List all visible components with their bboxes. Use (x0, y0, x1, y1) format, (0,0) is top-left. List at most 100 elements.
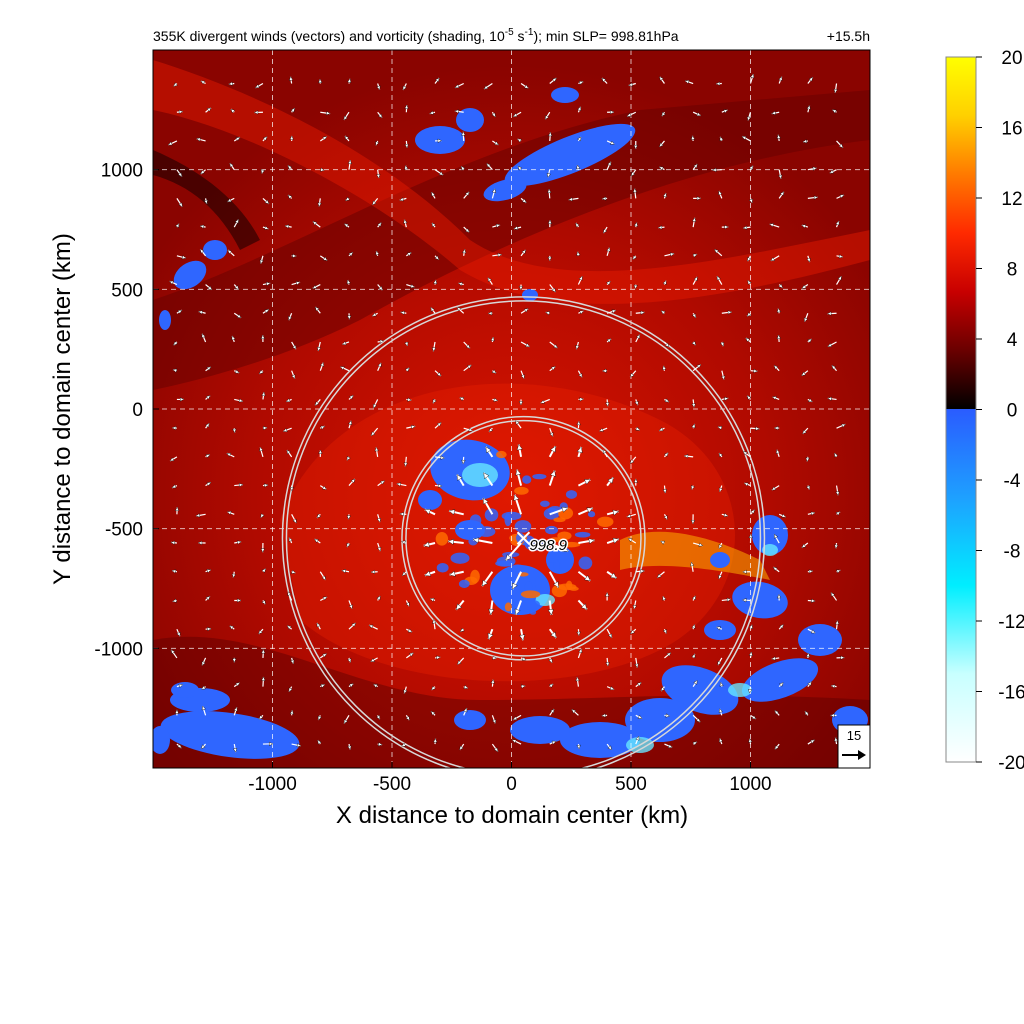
wind-vector-head (368, 624, 374, 629)
wind-vector-head (343, 719, 348, 724)
wind-vector-head (808, 569, 814, 574)
wind-vector-head (287, 625, 292, 630)
wind-vector-head (835, 491, 840, 496)
wind-vector-head (176, 631, 181, 637)
wind-vector-head (320, 167, 325, 172)
wind-vector-head (434, 255, 440, 260)
wind-vector-head (404, 341, 409, 347)
wind-vector-head (577, 106, 582, 112)
wind-vector-head (547, 609, 554, 616)
wind-vector-head (776, 308, 782, 313)
wind-vector-head (483, 472, 490, 480)
wind-vector-head (232, 747, 238, 753)
wind-vector-head (290, 107, 295, 113)
wind-vector-head (511, 739, 517, 744)
core-vorticity-cell (504, 513, 512, 527)
forecast-time: +15.5h (827, 28, 870, 44)
wind-vector-head (805, 457, 810, 462)
wind-vector-head (488, 608, 495, 616)
wind-vector-head (229, 162, 234, 168)
wind-vector-head (433, 279, 438, 285)
wind-vector-head (771, 656, 776, 661)
wind-vector-head (522, 198, 527, 204)
wind-vector-head (177, 309, 183, 314)
wind-vector-head (629, 459, 635, 464)
wind-vector-head (312, 221, 318, 226)
wind-vector-head (691, 595, 696, 601)
negative-vorticity-patch (483, 178, 527, 202)
wind-vector-head (810, 739, 815, 744)
wind-vector-head (437, 138, 442, 143)
core-vorticity-cell (514, 486, 529, 495)
wind-vector-head (401, 742, 406, 747)
wind-vector-head (548, 658, 553, 664)
wind-vector-head (839, 194, 845, 199)
wind-vector-head (578, 275, 583, 281)
wind-vector-head (575, 676, 580, 682)
wind-vector-head (206, 366, 212, 371)
range-ring (281, 296, 766, 768)
wind-vector-head (545, 311, 550, 316)
wind-vector-head (751, 715, 757, 720)
wind-vector-head (540, 399, 545, 404)
wind-vector-head (665, 713, 670, 718)
wind-vector-head (465, 228, 470, 233)
wind-vector-head (344, 223, 349, 228)
wind-vector-head (779, 624, 784, 629)
wind-vector-head (548, 131, 553, 137)
wind-vector-head (553, 581, 559, 588)
wind-vector-head (318, 449, 323, 454)
wind-vector-head (172, 598, 177, 603)
wind-vector-head (234, 219, 239, 224)
wind-vector-head (404, 143, 409, 149)
wind-vector-head (376, 85, 381, 91)
wind-vector-head (512, 716, 518, 721)
wind-vector-head (169, 280, 174, 285)
wind-vector-head (801, 543, 807, 548)
wind-vector-head (178, 202, 183, 208)
wind-vector-head (371, 312, 377, 317)
wind-vector-head (750, 73, 755, 79)
wind-vector-head (834, 544, 839, 549)
negative-vorticity-patch (153, 726, 170, 754)
wind-vector-head (199, 224, 205, 229)
wind-vector-head (683, 454, 689, 459)
wind-vector-head (348, 604, 353, 610)
wind-vector-head (322, 485, 327, 490)
wind-vector-head (746, 395, 752, 400)
wind-vector-head (748, 624, 753, 630)
colorbar-tick-label: 0 (1007, 401, 1018, 422)
negative-vorticity-patch (418, 490, 442, 510)
wind-vector-head (611, 309, 617, 314)
vorticity-band (620, 531, 770, 580)
core-vorticity-cell (557, 583, 577, 591)
wind-vector-head (773, 365, 779, 370)
core-vorticity-cell (578, 556, 593, 570)
wind-vector-head (773, 566, 778, 572)
wind-vector-head (430, 711, 436, 716)
core-vorticity-cell (522, 475, 532, 484)
wind-vector-head (490, 679, 495, 684)
wind-vector-head (626, 513, 632, 518)
wind-vector-head (402, 85, 407, 91)
wind-vector-head (399, 197, 404, 202)
wind-vector-head (518, 285, 524, 291)
wind-vector-head (771, 110, 776, 116)
wind-vector-head (659, 76, 664, 82)
wind-vector-head (606, 247, 611, 252)
wind-vector-head (370, 569, 376, 575)
wind-vector-head (380, 480, 385, 485)
wind-vector-head (463, 684, 469, 689)
wind-vector-head (458, 282, 463, 287)
colorbar-tick-label: -4 (1004, 471, 1021, 492)
wind-vector-head (778, 283, 783, 289)
wind-vector-head (482, 497, 489, 505)
wind-vector-head (431, 191, 436, 197)
wind-vector-head (658, 427, 664, 432)
wind-vector-head (578, 373, 583, 378)
wind-vector-head (692, 741, 698, 746)
wind-vector-head (774, 533, 779, 539)
wind-vector-head (664, 452, 669, 457)
wind-vector-head (607, 477, 614, 484)
wind-vector-head (198, 310, 203, 315)
